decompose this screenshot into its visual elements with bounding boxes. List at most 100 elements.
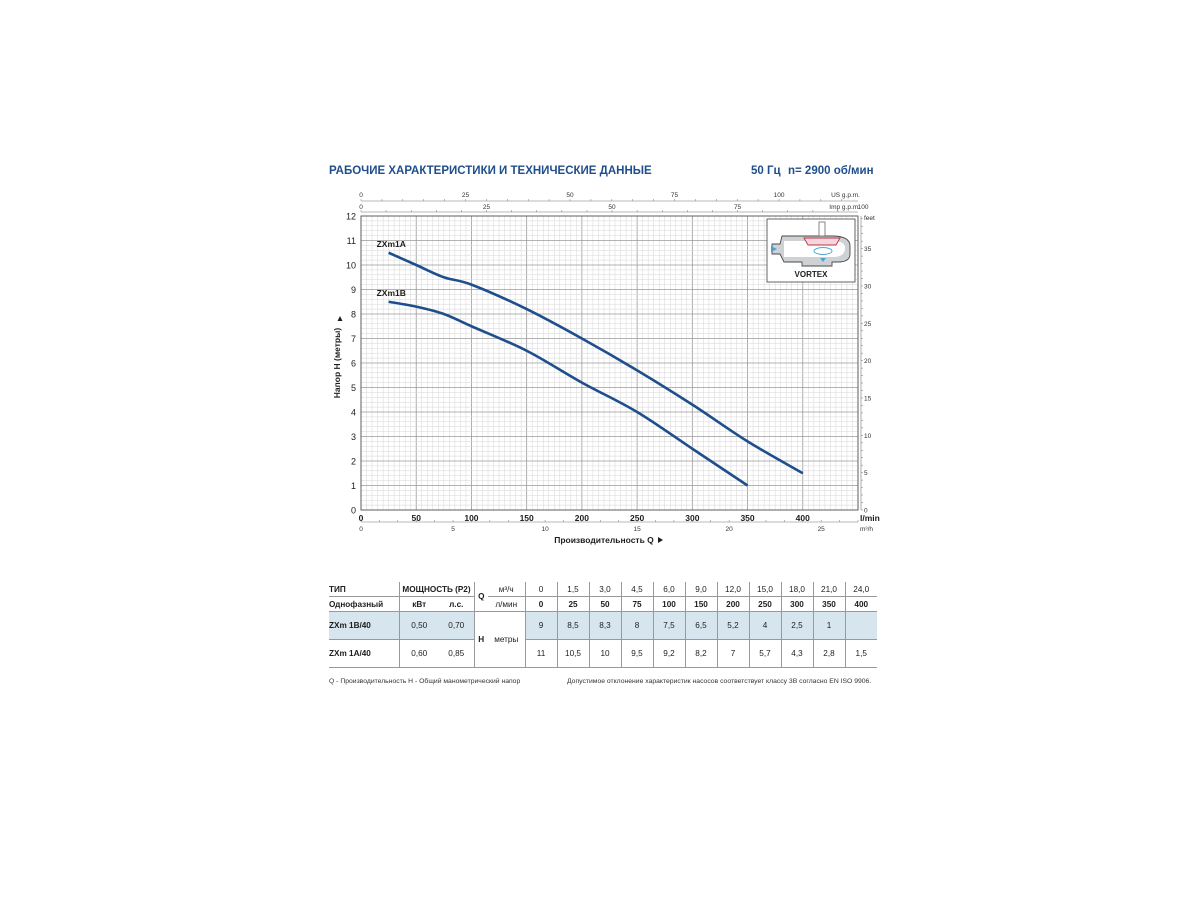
y-tick-label: 2	[351, 457, 356, 467]
h-cell: 8,3	[588, 611, 621, 640]
imp-gpm-unit-label: Imp g.p.m.	[829, 204, 860, 211]
h-cell: 2,5	[780, 611, 813, 640]
us-gpm-tick-label: 75	[671, 192, 679, 199]
series-line-ZXm1B	[388, 300, 749, 487]
series-line-ZXm1A	[388, 251, 804, 475]
y-tick-label: 3	[351, 432, 356, 442]
q-lmin-cell: 250	[748, 596, 781, 612]
imp-gpm-tick-label: 100	[858, 204, 869, 211]
feet-tick-label: 10	[864, 433, 872, 440]
h-cell: 4,3	[780, 639, 813, 668]
q-lmin-cell: 0	[524, 596, 557, 612]
q-unit-m3h: м³/ч	[498, 584, 514, 594]
q-label: Q	[473, 582, 488, 612]
q-lmin-cell: 25	[556, 596, 589, 612]
y-tick-label: 11	[347, 236, 356, 246]
y-tick-label: 4	[351, 408, 356, 418]
plot-frame	[360, 215, 859, 511]
q-m3h-cell: 6,0	[652, 582, 685, 597]
m3h-tick-label: 10	[541, 526, 549, 533]
feet-unit-label: feet	[864, 215, 875, 222]
feet-tick-label: 15	[864, 395, 872, 402]
h-cell: 9	[524, 611, 557, 640]
h-cell: 9,5	[620, 639, 653, 668]
h-cell	[844, 611, 877, 640]
power-header: МОЩНОСТЬ (P2)	[398, 582, 474, 597]
x-tick-label: 200	[575, 513, 589, 523]
q-lmin-cell: 75	[620, 596, 653, 612]
m3h-tick-label: 5	[451, 526, 455, 533]
y-tick-label: 7	[351, 334, 356, 344]
us-gpm-tick-label: 50	[566, 192, 574, 199]
phase-header: Однофазный	[329, 599, 384, 609]
q-lmin-cell: 150	[684, 596, 717, 612]
q-m3h-cell: 21,0	[812, 582, 845, 597]
q-m3h-cell: 12,0	[716, 582, 749, 597]
kw-cell: 0,50	[398, 611, 439, 640]
outlet-arrow-icon	[771, 246, 777, 252]
q-m3h-cell: 9,0	[684, 582, 717, 597]
h-cell: 4	[748, 611, 781, 640]
q-m3h-cell: 3,0	[588, 582, 621, 597]
m3h-unit-label: m³/h	[860, 526, 873, 533]
impeller-icon	[803, 237, 841, 246]
hp-cell: 0,85	[448, 649, 465, 658]
x-tick-label: 100	[464, 513, 478, 523]
page-title: РАБОЧИЕ ХАРАКТЕРИСТИКИ И ТЕХНИЧЕСКИЕ ДАН…	[329, 165, 652, 177]
feet-tick-label: 25	[864, 321, 872, 328]
x-axis-title: Производительность Q	[554, 535, 654, 545]
speed-label: n= 2900 об/мин	[788, 165, 874, 177]
vortex-label: VORTEX	[795, 270, 829, 279]
q-lmin-cell: 400	[844, 596, 877, 612]
x-tick-label: 300	[685, 513, 699, 523]
imp-gpm-tick-label: 0	[359, 204, 363, 211]
x-tick-label: 150	[520, 513, 534, 523]
h-cell: 8,2	[684, 639, 717, 668]
us-gpm-tick-label: 100	[774, 192, 785, 199]
footer-tolerance-note: Допустимое отклонение характеристик насо…	[567, 678, 872, 685]
pump-shaft-icon	[818, 221, 826, 237]
x-tick-label: 400	[796, 513, 810, 523]
imp-gpm-tick-label: 25	[483, 204, 491, 211]
h-cell: 2,8	[812, 639, 845, 668]
q-lmin-cell: 200	[716, 596, 749, 612]
y-tick-label: 6	[351, 359, 356, 369]
imp-gpm-tick-label: 75	[734, 204, 742, 211]
type-header: ТИП	[329, 584, 346, 594]
y-tick-label: 5	[351, 383, 356, 393]
q-m3h-cell: 0	[524, 582, 557, 597]
y-tick-label: 10	[346, 261, 356, 271]
feet-tick-label: 30	[864, 283, 872, 290]
q-lmin-cell: 100	[652, 596, 685, 612]
y-tick-label: 8	[351, 310, 356, 320]
x-tick-label: 50	[411, 513, 421, 523]
inlet-arrow-icon	[820, 258, 826, 262]
model-cell: ZXm 1B/40	[329, 611, 399, 640]
q-unit-lmin: л/мин	[495, 599, 518, 609]
footer-legend: Q - Производительность H - Общий маномет…	[329, 678, 521, 685]
h-cell: 1	[812, 611, 845, 640]
x-tick-label: 350	[740, 513, 754, 523]
m3h-tick-label: 25	[818, 526, 826, 533]
vortex-swirl-icon	[813, 247, 833, 255]
y-axis-title: Напор H (метры)	[332, 328, 342, 399]
q-m3h-cell: 4,5	[620, 582, 653, 597]
q-m3h-cell: 15,0	[748, 582, 781, 597]
imp-gpm-tick-label: 50	[608, 204, 616, 211]
h-unit: метры	[494, 635, 519, 644]
q-lmin-cell: 300	[780, 596, 813, 612]
y-tick-label: 1	[351, 481, 356, 491]
h-cell: 7	[716, 639, 749, 668]
x-tick-label: 0	[359, 513, 364, 523]
m3h-tick-label: 20	[726, 526, 734, 533]
us-gpm-unit-label: US g.p.m.	[831, 192, 860, 199]
h-cell: 6,5	[684, 611, 717, 640]
h-cell: 10	[588, 639, 621, 668]
h-label: H	[473, 611, 488, 668]
q-m3h-cell: 18,0	[780, 582, 813, 597]
h-cell: 10,5	[556, 639, 589, 668]
feet-tick-label: 20	[864, 358, 872, 365]
q-lmin-cell: 350	[812, 596, 845, 612]
hp-cell: 0,70	[439, 611, 474, 640]
